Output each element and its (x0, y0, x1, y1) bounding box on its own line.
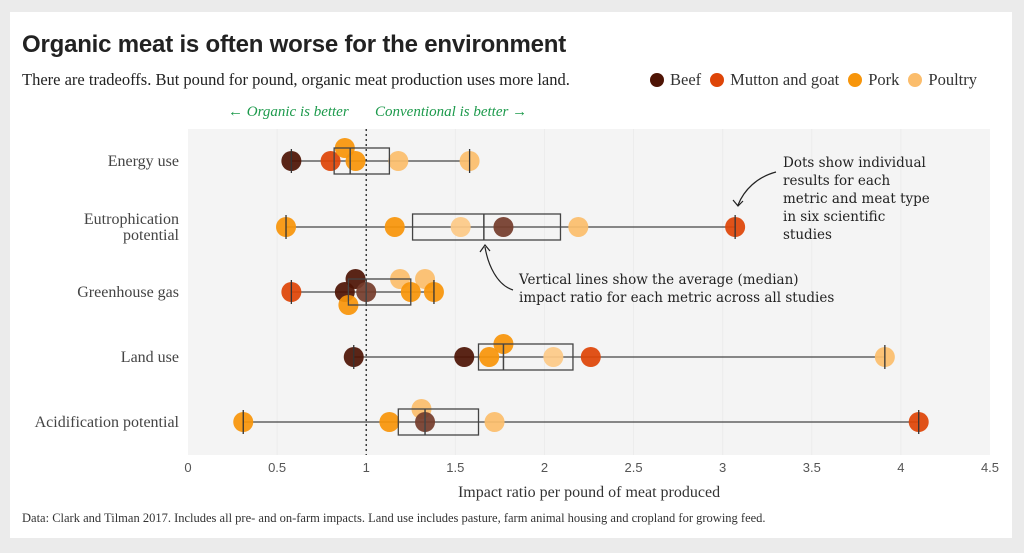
x-tick-label: 4 (897, 460, 904, 475)
x-tick-label: 1.5 (446, 460, 464, 475)
data-point-beef (493, 217, 514, 237)
iqr-box (477, 343, 574, 371)
data-point-poultry (543, 347, 564, 367)
dots-annotation-arrow (737, 171, 777, 206)
category-label: Eutrophication (84, 211, 179, 228)
data-point-poultry (388, 151, 409, 171)
category-label: Land use (121, 349, 179, 366)
legend-item-mutton: Mutton and goat (710, 70, 839, 90)
dots-annotation-line: results for each (783, 173, 890, 189)
legend-label-poultry: Poultry (928, 70, 977, 89)
data-point-mutton-and-goat (320, 151, 341, 171)
legend-label-pork: Pork (868, 70, 900, 89)
data-point-pork (345, 151, 366, 171)
iqr-box (411, 213, 562, 241)
median-annotation: Vertical lines show the average (median)… (479, 244, 834, 306)
data-point-poultry (450, 217, 471, 237)
x-tick-label: 2 (541, 460, 548, 475)
median-annotation-line: Vertical lines show the average (median) (518, 272, 799, 288)
category-label: Energy use (108, 153, 179, 170)
chart-subtitle: There are tradeoffs. But pound for pound… (22, 70, 570, 89)
median-annotation-line: impact ratio for each metric across all … (519, 290, 834, 306)
iqr-box (333, 147, 391, 175)
conventional-better-label: Conventional is better → (375, 104, 528, 120)
legend-label-mutton: Mutton and goat (730, 70, 840, 89)
median-annotation-arrow (484, 246, 514, 291)
legend-swatch-mutton (710, 73, 725, 87)
x-tick-label: 0.5 (268, 460, 286, 475)
data-point-poultry (568, 217, 589, 237)
x-tick-label: 3.5 (803, 460, 821, 475)
legend-item-pork: Pork (848, 70, 899, 90)
dots-annotation-line: studies (783, 227, 832, 243)
organic-better-label: ← Organic is better (228, 104, 349, 120)
x-axis-label: Impact ratio per pound of meat produced (458, 484, 720, 501)
x-tick-label: 0 (184, 460, 191, 475)
legend-swatch-poultry (908, 73, 923, 87)
footnote: Data: Clark and Tilman 2017. Includes al… (22, 511, 766, 525)
iqr-box (397, 408, 480, 436)
category-label: Acidification potential (35, 414, 180, 431)
dots-annotation-line: metric and meat type (783, 191, 930, 207)
legend-swatch-pork (848, 73, 863, 87)
legend-item-beef: Beef (650, 70, 701, 90)
legend: Beef Mutton and goat Pork Poultry (650, 70, 986, 90)
data-point-mutton-and-goat (580, 347, 601, 367)
data-point-pork (384, 217, 405, 237)
legend-swatch-beef (650, 73, 664, 87)
dots-annotation: Dots show individual results for each me… (732, 155, 930, 243)
dots-annotation-line: in six scientific (783, 209, 885, 225)
x-tick-label: 4.5 (981, 460, 999, 475)
data-point-pork (379, 412, 400, 432)
data-point-poultry (484, 412, 505, 432)
legend-item-poultry: Poultry (908, 70, 977, 90)
iqr-box (347, 278, 412, 306)
x-tick-label: 3 (719, 460, 726, 475)
data-point-beef (454, 347, 475, 367)
x-axis-ticks: 0 0.5 1 1.5 2 2.5 3 3.5 4 4.5 (184, 460, 999, 475)
dots-annotation-line: Dots show individual (783, 155, 926, 171)
x-tick-label: 1 (363, 460, 370, 475)
x-tick-label: 2.5 (625, 460, 643, 475)
category-label: Greenhouse gas (77, 284, 179, 301)
legend-label-beef: Beef (670, 70, 702, 89)
chart-title: Organic meat is often worse for the envi… (22, 31, 567, 58)
median-arrowhead-icon (479, 244, 491, 253)
dots-arrowhead-icon (732, 199, 744, 207)
data-point-pork (479, 347, 500, 367)
category-label: potential (123, 227, 180, 244)
boxes (242, 147, 920, 436)
